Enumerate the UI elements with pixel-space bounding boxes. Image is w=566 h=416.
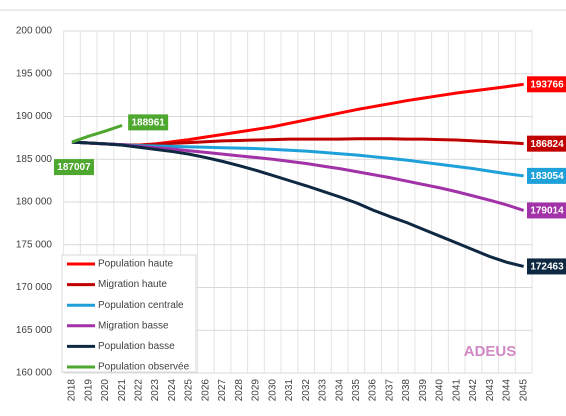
x-tick-label: 2031 — [284, 379, 295, 402]
data-label: 193766 — [530, 79, 564, 90]
x-tick-label: 2040 — [435, 379, 446, 402]
legend-label: Population haute — [98, 259, 174, 270]
data-label-box — [53, 159, 94, 176]
legend-label: Population basse — [98, 341, 175, 352]
x-tick-label: 2028 — [234, 379, 245, 402]
y-tick-label: 190 000 — [16, 111, 53, 122]
x-tick-label: 2034 — [334, 379, 345, 402]
y-tick-label: 175 000 — [16, 239, 53, 250]
legend-label: Population observée — [98, 362, 190, 373]
data-label-box — [128, 114, 169, 131]
watermark: ADEUS — [464, 343, 517, 360]
series-line — [71, 140, 524, 268]
data-label-box — [527, 135, 566, 152]
data-label: 179014 — [530, 206, 564, 217]
x-tick-label: 2041 — [451, 379, 462, 402]
x-tick-label: 2026 — [200, 379, 211, 402]
x-tick-label: 2043 — [485, 379, 496, 402]
data-label-box — [527, 258, 566, 275]
x-tick-label: 2036 — [368, 379, 379, 402]
x-tick-label: 2023 — [150, 379, 161, 402]
x-tick-label: 2019 — [83, 379, 94, 402]
data-label: 183054 — [530, 171, 564, 182]
y-tick-label: 170 000 — [16, 282, 53, 293]
x-tick-label: 2032 — [301, 379, 312, 402]
x-tick-label: 2024 — [167, 379, 178, 402]
x-tick-label: 2033 — [318, 379, 329, 402]
y-tick-label: 160 000 — [16, 368, 53, 379]
x-tick-label: 2035 — [351, 379, 362, 402]
data-label-box — [527, 202, 566, 219]
x-tick-label: 2037 — [384, 379, 395, 402]
x-tick-label: 2039 — [418, 379, 429, 402]
x-tick-label: 2029 — [251, 379, 262, 402]
legend-label: Migration haute — [98, 279, 167, 290]
data-label-box — [527, 76, 566, 93]
x-tick-label: 2022 — [134, 379, 145, 402]
data-label: 186824 — [530, 139, 564, 150]
y-tick-label: 165 000 — [16, 325, 53, 336]
x-tick-label: 2030 — [267, 379, 278, 402]
x-tick-label: 2042 — [468, 379, 479, 402]
series-line — [71, 123, 123, 144]
legend-label: Population centrale — [98, 300, 184, 311]
legend: Population haute Migration haute Populatio… — [61, 254, 197, 373]
data-label: 187007 — [57, 162, 91, 173]
x-tick-label: 2020 — [100, 379, 111, 402]
x-tick-label: 2045 — [518, 379, 529, 402]
data-label: 172463 — [530, 262, 564, 273]
x-tick-label: 2021 — [117, 379, 128, 402]
x-tick-label: 2044 — [502, 379, 513, 402]
x-tick-label: 2025 — [184, 379, 195, 402]
x-tick-label: 2038 — [401, 379, 412, 402]
data-label: 188961 — [131, 118, 165, 129]
y-tick-label: 200 000 — [16, 26, 53, 37]
x-tick-label: 2018 — [67, 379, 78, 402]
x-tick-label: 2027 — [217, 379, 228, 402]
y-tick-label: 185 000 — [16, 154, 53, 165]
data-label-box — [527, 167, 566, 184]
legend-label: Migration basse — [98, 320, 169, 331]
legend-box — [61, 254, 197, 373]
y-tick-label: 195 000 — [16, 68, 53, 79]
y-tick-label: 180 000 — [16, 197, 53, 208]
